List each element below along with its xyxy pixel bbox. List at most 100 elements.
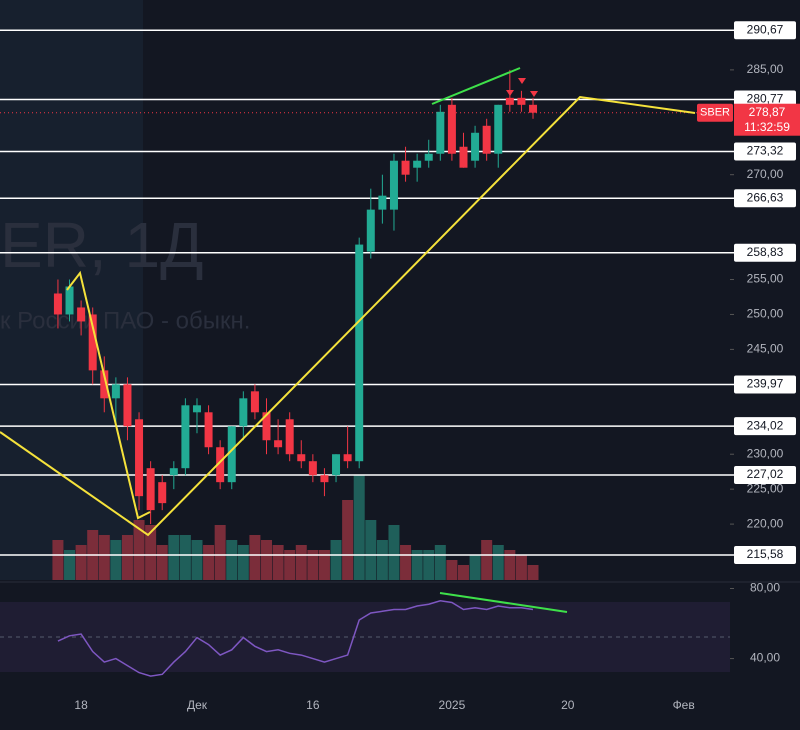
candle-body xyxy=(389,160,398,210)
y-tick-label: 220,00 xyxy=(747,516,784,530)
y-tick-label: 270,00 xyxy=(747,167,784,181)
level-label: 258,83 xyxy=(747,245,784,259)
level-label: 280,77 xyxy=(747,92,784,106)
candle-body xyxy=(262,412,271,441)
candle-body xyxy=(111,384,120,399)
volume-bar xyxy=(64,550,76,580)
volume-bar xyxy=(365,520,377,580)
candles-layer xyxy=(53,69,538,525)
candle-body xyxy=(146,468,155,511)
level-label-box xyxy=(734,21,796,40)
volume-bar xyxy=(156,545,168,580)
candle-body xyxy=(227,426,236,483)
volume-bar xyxy=(121,535,133,580)
volume-bar xyxy=(249,535,261,580)
volume-bar xyxy=(376,540,388,580)
volume-bar xyxy=(203,545,215,580)
divergence-line xyxy=(439,592,568,613)
volume-bar xyxy=(191,540,203,580)
volume-bar xyxy=(179,535,191,580)
volume-bar xyxy=(284,550,296,580)
candle-body xyxy=(250,391,259,413)
x-tick-label: Дек xyxy=(187,698,208,712)
last-price-label: 278,87 xyxy=(749,105,786,119)
level-label-box xyxy=(734,417,796,436)
volume-bar xyxy=(388,525,400,580)
volume-bar xyxy=(481,540,493,580)
level-label: 215,58 xyxy=(747,547,784,561)
candle-body xyxy=(471,132,480,161)
signal-arrows xyxy=(506,78,538,97)
candle-body xyxy=(355,244,364,462)
level-label-box xyxy=(734,189,796,208)
candle-body xyxy=(192,405,201,413)
candle-body xyxy=(169,468,178,476)
volume-bar xyxy=(295,545,307,580)
volume-bar xyxy=(504,550,516,580)
volume-bar xyxy=(237,545,249,580)
y-tick-label: 285,00 xyxy=(747,62,784,76)
volume-bar xyxy=(98,535,110,580)
rsi-tick-label: 80,00 xyxy=(750,581,780,595)
volume-layer xyxy=(52,475,539,580)
level-label: 227,02 xyxy=(747,467,784,481)
candle-body xyxy=(343,454,352,462)
candle-body xyxy=(482,125,491,154)
watermark: ER, 1Д xyxy=(0,209,203,281)
level-label: 290,67 xyxy=(747,22,784,36)
level-label-box xyxy=(734,243,796,262)
candle-body xyxy=(332,454,341,476)
candle-body xyxy=(239,398,248,427)
volume-bar xyxy=(145,525,157,580)
rsi-layer: 80,00 40,00 xyxy=(57,581,780,677)
y-tick-label: 250,00 xyxy=(747,307,784,321)
volume-bar xyxy=(411,550,423,580)
candle-body xyxy=(65,286,74,315)
candle-body xyxy=(436,111,445,154)
candle-body xyxy=(123,384,132,427)
x-tick-label: 18 xyxy=(74,698,88,712)
trend-line xyxy=(0,95,696,537)
candle-body xyxy=(158,482,167,504)
candle-body xyxy=(100,370,109,399)
divergence-line xyxy=(431,67,521,105)
candle-body xyxy=(447,104,456,154)
level-label: 234,02 xyxy=(747,418,784,432)
x-tick-label: Фев xyxy=(673,698,695,712)
level-label-box xyxy=(734,466,796,485)
levels-layer: 290,67 280,77 273,32 266,63 258,83 239,97 234,… xyxy=(0,21,796,564)
axis-layer: 220,00 225,00 230,00 245,00 250,00 255,00 270,… xyxy=(74,62,783,712)
candle-body xyxy=(77,307,86,322)
candle-body xyxy=(88,314,97,371)
volume-bar xyxy=(330,540,342,580)
level-label-box xyxy=(734,375,796,394)
candle-body xyxy=(308,461,317,476)
candle-body xyxy=(494,104,503,154)
candle-body xyxy=(413,160,422,168)
rsi-band xyxy=(0,602,730,672)
x-tick-label: 16 xyxy=(306,698,320,712)
volume-bar xyxy=(168,535,180,580)
volume-bar xyxy=(307,550,319,580)
candle-body xyxy=(297,454,306,462)
candle-body xyxy=(216,447,225,483)
volume-bar xyxy=(52,540,64,580)
volume-bar xyxy=(342,500,354,580)
level-label: 266,63 xyxy=(747,190,784,204)
rsi-tick-label: 40,00 xyxy=(750,651,780,665)
candle-body xyxy=(505,97,514,105)
last-price-time: 11:32:59 xyxy=(744,120,790,134)
volume-bar xyxy=(492,545,504,580)
candle-body xyxy=(401,160,410,175)
candle-body xyxy=(366,209,375,252)
x-tick-label: 2025 xyxy=(439,698,466,712)
volume-bar xyxy=(515,555,527,580)
y-tick-label: 245,00 xyxy=(747,342,784,356)
rsi-line xyxy=(57,599,534,677)
volume-bar xyxy=(400,545,412,580)
level-label-box xyxy=(734,142,796,161)
volume-bar xyxy=(434,545,446,580)
candle-body xyxy=(204,412,213,448)
volume-bar xyxy=(353,475,365,580)
